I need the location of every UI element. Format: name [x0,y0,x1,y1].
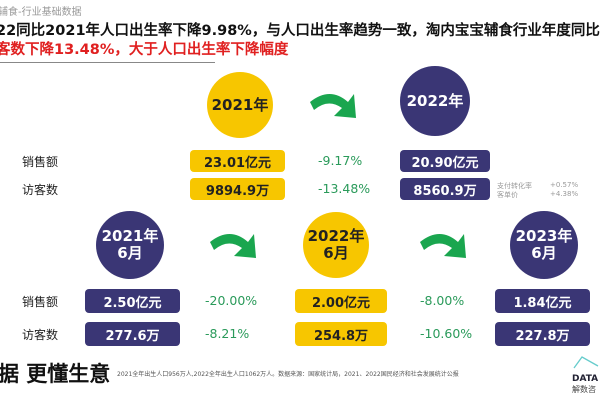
logo-subtext: 解数咨 [572,385,596,394]
footer-source-note: 2021全年出生人口956万人,2022全年出生人口1062万人。数据来源：国家… [117,371,459,378]
note-value-aov: +4.38% [550,190,579,198]
logo: DATA 解数咨 [572,354,600,394]
sales-change-annual: -9.17% [318,153,363,168]
divider [0,62,215,63]
footer-slogan: 据 更懂生意 [0,362,111,386]
arrow-down-right-icon [310,94,356,118]
year-2021-circle: 2021年 [207,72,273,138]
arrow-down-right-icon [210,234,256,258]
visitors-june-2021: 277.6万 [85,322,180,346]
sales-2022: 20.90亿元 [400,150,490,172]
note-label-aov: 客单价 [497,191,518,199]
visitors-june-2022: 254.8万 [295,322,387,346]
label-sales: 销售额 [22,295,59,309]
arrow-down-right-icon [420,234,466,258]
note-value-conversion: +0.57% [550,181,579,189]
visitors-change-june-2: -10.60% [420,326,473,341]
visitors-2022: 8560.9万 [400,178,490,200]
label-visitors: 访客数 [22,328,59,342]
sales-june-2023: 1.84亿元 [495,289,590,313]
june-2022-circle: 2022年 6月 [303,212,369,278]
visitors-june-2023: 227.8万 [495,322,590,346]
sales-june-2022: 2.00亿元 [295,289,387,313]
section-subtitle: 辅食-行业基础数据 [0,7,82,18]
sales-2021: 23.01亿元 [190,150,285,172]
sales-change-june-1: -20.00% [205,293,258,308]
june-2021-circle: 2021年 6月 [96,211,164,279]
year-2022-circle: 2022年 [400,66,470,136]
label-sales: 销售额 [22,155,59,169]
headline-line1: 22同比2021年人口出生率下降9.98%，与人口出生率趋势一致，淘内宝宝辅食行… [0,23,600,39]
sales-june-2021: 2.50亿元 [85,289,180,313]
label-visitors: 访客数 [22,183,59,197]
headline-line2: 客数下降13.48%，大于人口出生率下降幅度 [0,42,289,58]
june-2023-circle: 2023年 6月 [510,211,578,279]
visitors-2021: 9894.9万 [190,178,285,200]
visitors-change-annual: -13.48% [318,181,371,196]
note-label-conversion: 支付转化率 [497,182,532,190]
logo-text: DATA [572,374,599,384]
visitors-change-june-1: -8.21% [205,326,250,341]
sales-change-june-2: -8.00% [420,293,465,308]
logo-mark-icon [573,356,599,369]
